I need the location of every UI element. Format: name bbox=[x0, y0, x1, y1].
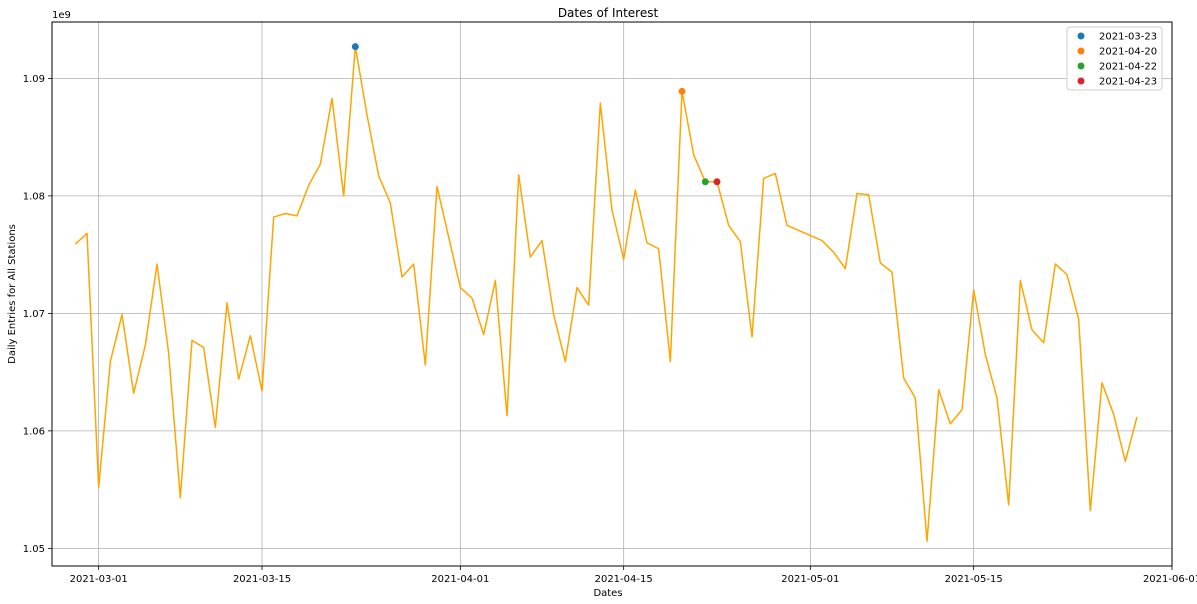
y-tick-label: 1.05 bbox=[23, 544, 45, 555]
x-tick-label: 2021-03-01 bbox=[70, 574, 128, 585]
x-tick-label: 2021-05-15 bbox=[945, 574, 1003, 585]
chart-title: Dates of Interest bbox=[558, 6, 659, 20]
marker-point bbox=[713, 178, 721, 186]
legend-entry-label: 2021-04-22 bbox=[1099, 62, 1157, 73]
legend: 2021-03-23 2021-04-20 2021-04-22 2021-04-23 bbox=[1066, 26, 1163, 91]
y-tick-label: 1.07 bbox=[23, 309, 45, 320]
legend-marker bbox=[1077, 32, 1085, 40]
x-tick-label: 2021-04-15 bbox=[595, 574, 653, 585]
markers-layer bbox=[351, 43, 721, 186]
legend-marker bbox=[1077, 47, 1085, 55]
x-tick-label: 2021-03-15 bbox=[233, 574, 291, 585]
marker-point bbox=[701, 178, 709, 186]
x-axis-ticks: 2021-03-01 2021-03-15 2021-04-01 2021-04-15… bbox=[70, 566, 1197, 585]
plot-frame bbox=[51, 21, 1173, 567]
y-axis-offset-label: 1e9 bbox=[52, 10, 71, 21]
x-tick-label: 2021-05-01 bbox=[781, 574, 839, 585]
series-line bbox=[74, 45, 1138, 543]
legend-box bbox=[1066, 26, 1163, 91]
legend-entry-label: 2021-03-23 bbox=[1099, 32, 1157, 43]
legend-entry-label: 2021-04-23 bbox=[1099, 77, 1157, 88]
x-tick-label: 2021-04-01 bbox=[431, 574, 489, 585]
y-axis-ticks: 1.05 1.06 1.07 1.08 1.09 bbox=[23, 74, 52, 555]
marker-point bbox=[351, 43, 359, 51]
marker-point bbox=[678, 87, 686, 95]
legend-entry-label: 2021-04-20 bbox=[1099, 47, 1157, 58]
legend-marker bbox=[1077, 62, 1085, 70]
series-layer bbox=[74, 45, 1138, 543]
y-tick-label: 1.09 bbox=[23, 74, 45, 85]
x-axis-label: Dates bbox=[593, 588, 622, 599]
y-tick-label: 1.08 bbox=[23, 191, 45, 202]
x-tick-label: 2021-06-01 bbox=[1143, 574, 1197, 585]
legend-marker bbox=[1077, 77, 1085, 85]
y-axis-label: Daily Entries for All Stations bbox=[7, 224, 18, 364]
y-tick-label: 1.06 bbox=[23, 426, 45, 437]
